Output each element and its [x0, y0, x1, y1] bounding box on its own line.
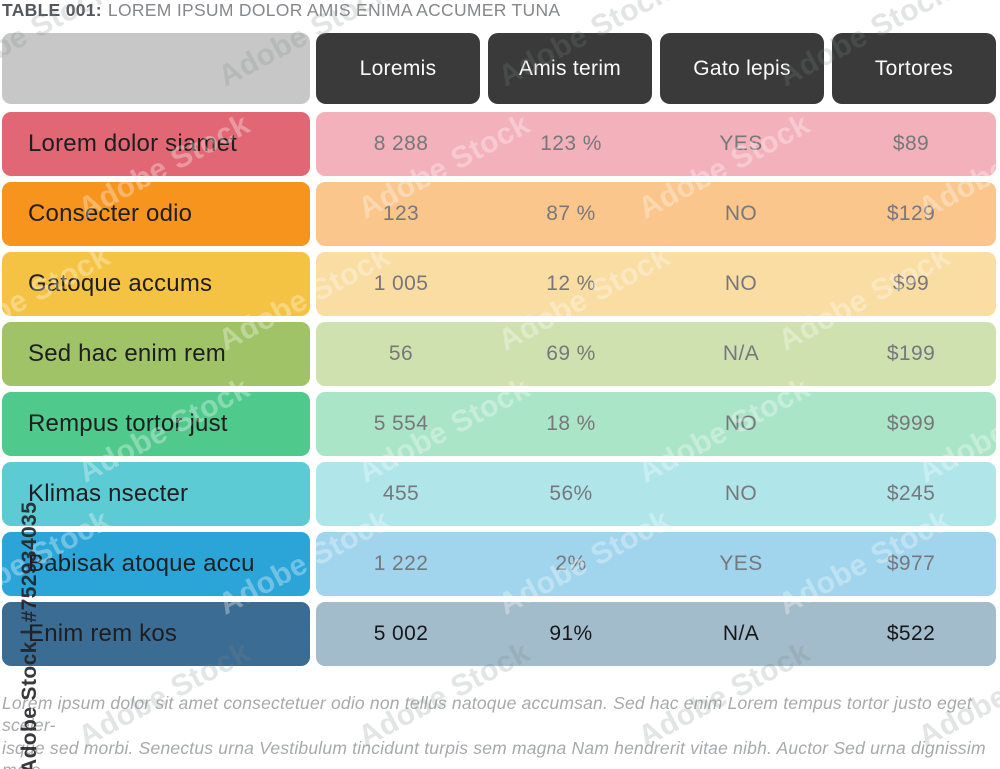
- cell-gato-lepis: N/A: [722, 622, 760, 645]
- row-label: Sed hac enim rem: [2, 322, 310, 386]
- row-label: Lorem dolor siamet: [2, 112, 310, 176]
- cell-tortores: $245: [886, 482, 936, 505]
- table-row-rempus-tortor-just: Rempus tortor just 5 554 18 % NO $999: [2, 392, 996, 456]
- header-cells: Loremis Amis terim Gato lepis Tortores: [316, 33, 996, 104]
- cell-amis-terim: 12 %: [546, 272, 596, 295]
- cell-gato-lepis: NO: [724, 202, 758, 225]
- row-values-band: 1 005 12 % NO $99: [316, 252, 996, 316]
- cell-tortores: $89: [892, 132, 930, 155]
- table-row-gatoque-accums: Gatoque accums 1 005 12 % NO $99: [2, 252, 996, 316]
- row-values-band: 455 56% NO $245: [316, 462, 996, 526]
- row-values-band: 56 69 % N/A $199: [316, 322, 996, 386]
- table-rows: Lorem dolor siamet 8 288 123 % YES $89 Consec…: [2, 112, 996, 666]
- cell-loremis: 1 222: [373, 552, 429, 575]
- row-values-band: 1 222 2% YES $977: [316, 532, 996, 596]
- cell-loremis: 455: [382, 482, 420, 505]
- row-values-band: 8 288 123 % YES $89: [316, 112, 996, 176]
- column-header-gato-lepis: Gato lepis: [660, 33, 824, 104]
- column-header-amis-terim: Amis terim: [488, 33, 652, 104]
- column-header-loremis: Loremis: [316, 33, 480, 104]
- page-title-prefix: TABLE 001:: [2, 0, 102, 20]
- cell-tortores: $129: [886, 202, 936, 225]
- cell-gato-lepis: NO: [724, 482, 758, 505]
- cell-amis-terim: 91%: [549, 622, 593, 645]
- row-label: Klimas nsecter: [2, 462, 310, 526]
- cell-tortores: $522: [886, 622, 936, 645]
- cell-loremis: 5 002: [373, 622, 429, 645]
- table-header-row: Loremis Amis terim Gato lepis Tortores: [2, 33, 996, 104]
- cell-tortores: $199: [886, 342, 936, 365]
- cell-tortores: $999: [886, 412, 936, 435]
- row-label: Enim rem kos: [2, 602, 310, 666]
- cell-loremis: 56: [388, 342, 414, 365]
- table-row-consecter-odio: Consecter odio 123 87 % NO $129: [2, 182, 996, 246]
- table-row-enim-rem-kos: Enim rem kos 5 002 91% N/A $522: [2, 602, 996, 666]
- cell-amis-terim: 2%: [555, 552, 587, 575]
- cell-tortores: $977: [886, 552, 936, 575]
- cell-amis-terim: 69 %: [546, 342, 596, 365]
- cell-loremis: 8 288: [373, 132, 429, 155]
- cell-gato-lepis: YES: [719, 132, 763, 155]
- cell-amis-terim: 123 %: [540, 132, 602, 155]
- row-label: Consecter odio: [2, 182, 310, 246]
- row-label: Babisak atoque accu: [2, 532, 310, 596]
- cell-tortores: $99: [892, 272, 930, 295]
- cell-gato-lepis: NO: [724, 272, 758, 295]
- cell-amis-terim: 56%: [549, 482, 593, 505]
- cell-loremis: 5 554: [373, 412, 429, 435]
- cell-gato-lepis: YES: [719, 552, 763, 575]
- footer-paragraph: Lorem ipsum dolor sit amet consectetuer …: [2, 693, 986, 769]
- column-header-tortores: Tortores: [832, 33, 996, 104]
- table-row-babisak-atoque-accu: Babisak atoque accu 1 222 2% YES $977: [2, 532, 996, 596]
- cell-amis-terim: 18 %: [546, 412, 596, 435]
- cell-amis-terim: 87 %: [546, 202, 596, 225]
- cell-loremis: 1 005: [373, 272, 429, 295]
- table-row-klimas-nsecter: Klimas nsecter 455 56% NO $245: [2, 462, 996, 526]
- row-label: Rempus tortor just: [2, 392, 310, 456]
- table-row-lorem-dolor-siamet: Lorem dolor siamet 8 288 123 % YES $89: [2, 112, 996, 176]
- row-values-band: 5 554 18 % NO $999: [316, 392, 996, 456]
- cell-gato-lepis: NO: [724, 412, 758, 435]
- row-label: Gatoque accums: [2, 252, 310, 316]
- cell-gato-lepis: N/A: [722, 342, 760, 365]
- row-values-band: 123 87 % NO $129: [316, 182, 996, 246]
- row-values-band: 5 002 91% N/A $522: [316, 602, 996, 666]
- stock-id-watermark: Adobe Stock | #752934035: [18, 501, 41, 769]
- data-table: Loremis Amis terim Gato lepis Tortores Lore…: [2, 33, 996, 672]
- table-corner-cell: [2, 33, 310, 104]
- page-title: TABLE 001: LOREM IPSUM DOLOR AMIS ENIMA A…: [2, 0, 560, 21]
- table-row-sed-hac-enim-rem: Sed hac enim rem 56 69 % N/A $199: [2, 322, 996, 386]
- page-title-text: LOREM IPSUM DOLOR AMIS ENIMA ACCUMER TUN…: [107, 0, 561, 20]
- cell-loremis: 123: [382, 202, 420, 225]
